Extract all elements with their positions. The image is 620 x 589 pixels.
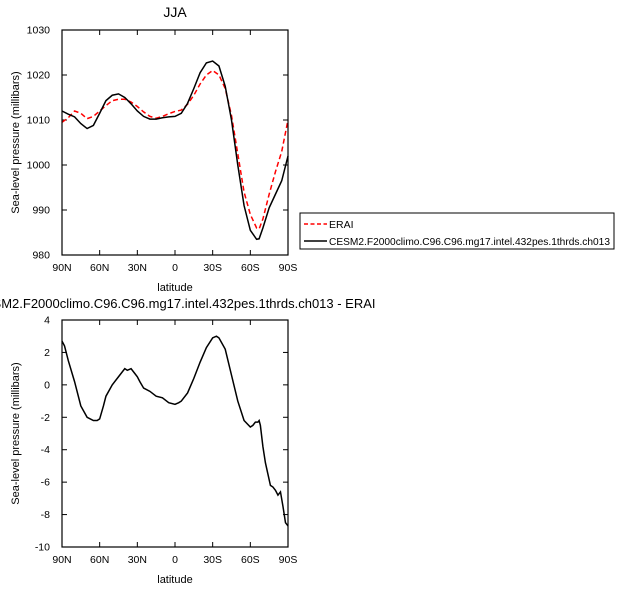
zonal-mean-slp-chart: JJA 980 990 1000 1010 1020 1030 90N 60N 30N 0 30S… [10,4,615,294]
difference-series-line [61,335,289,527]
x-axis-ticks: 90N 60N 30N 0 30S 60S 90S [52,30,297,274]
x-tick-label: 90N [52,554,71,566]
difference-chart: CESM2.F2000climo.C96.C96.mg17.intel.432p… [0,296,376,586]
y-tick-label: 1020 [27,70,51,82]
erai-series-line [61,69,289,230]
cesm2-series-line [61,60,289,241]
y-axis-label: Sea-level pressure (millibars) [10,362,22,504]
x-tick-label: 60S [241,262,260,274]
x-tick-label: 0 [172,554,178,566]
x-tick-label: 30N [128,262,147,274]
x-tick-label: 30N [128,554,147,566]
x-axis-label: latitude [157,574,192,586]
x-tick-label: 60S [241,554,260,566]
y-tick-label: 1030 [27,25,51,37]
y-tick-label: 980 [32,250,50,262]
y-tick-label: 0 [44,379,50,391]
y-tick-label: -10 [35,542,50,554]
y-tick-label: -4 [41,444,50,456]
x-axis-label: latitude [157,282,192,294]
y-axis-ticks: 980 990 1000 1010 1020 1030 [27,25,288,262]
y-tick-label: 2 [44,347,50,359]
y-tick-label: -8 [41,509,50,521]
y-tick-label: 1010 [27,115,51,127]
legend-label-erai: ERAI [329,219,354,231]
y-tick-label: -6 [41,477,50,489]
y-axis-label: Sea-level pressure (millibars) [10,71,22,213]
chart-title: JJA [163,4,187,20]
legend-label-cesm2: CESM2.F2000climo.C96.C96.mg17.intel.432p… [329,236,610,248]
x-tick-label: 60N [90,554,109,566]
x-tick-label: 30S [203,262,222,274]
plot-frame [61,319,289,548]
x-tick-label: 90S [279,554,298,566]
x-axis-ticks: 90N 60N 30N 0 30S 60S 90S [52,320,297,566]
y-tick-label: 1000 [27,160,51,172]
x-tick-label: 60N [90,262,109,274]
y-tick-label: 990 [32,205,50,217]
legend: ERAI CESM2.F2000climo.C96.C96.mg17.intel… [299,212,615,250]
plot-frame [61,29,289,256]
x-tick-label: 90N [52,262,71,274]
x-tick-label: 0 [172,262,178,274]
y-axis-ticks: -10 -8 -6 -4 -2 0 2 4 [35,315,288,554]
x-tick-label: 30S [203,554,222,566]
y-tick-label: 4 [44,315,50,327]
legend-box [299,212,615,250]
difference-chart-title: CESM2.F2000climo.C96.C96.mg17.intel.432p… [0,296,376,311]
x-tick-label: 90S [279,262,298,274]
y-tick-label: -2 [41,412,50,424]
